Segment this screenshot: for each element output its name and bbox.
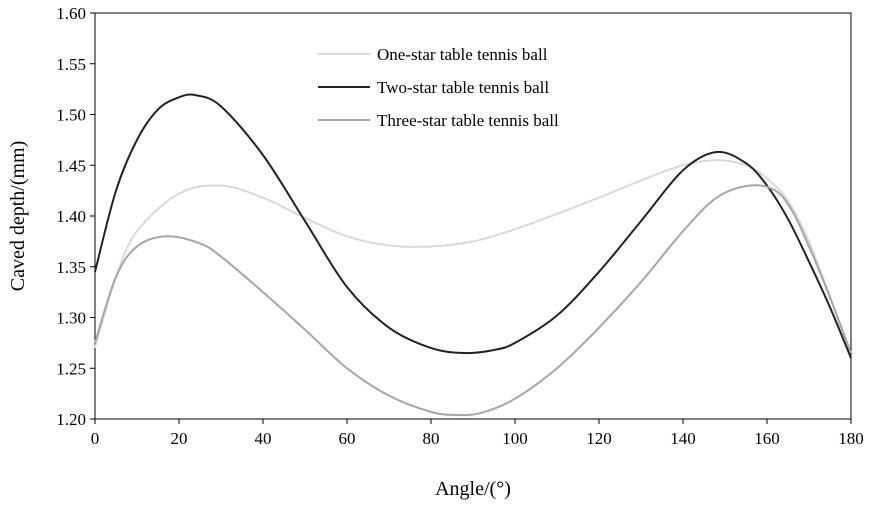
y-tick-label: 1.30 [56,309,86,328]
y-tick-label: 1.50 [56,106,86,125]
legend-label: Three-star table tennis ball [377,111,559,130]
x-tick-label: 120 [586,429,612,448]
x-tick-label: 140 [670,429,696,448]
x-tick-label: 100 [502,429,528,448]
x-tick-label: 160 [754,429,780,448]
x-tick-label: 0 [91,429,100,448]
y-tick-label: 1.35 [56,258,86,277]
x-tick-label: 80 [423,429,440,448]
y-tick-label: 1.40 [56,207,86,226]
y-tick-label: 1.60 [56,4,86,23]
y-tick-label: 1.45 [56,156,86,175]
x-axis-title: Angle/(°) [435,478,511,500]
x-tick-label: 180 [838,429,864,448]
x-tick-label: 20 [171,429,188,448]
y-axis-title: Caved depth/(mm) [7,141,29,292]
series-line-three-star [94,184,852,417]
axis-ticks: 1.20 1.25 1.30 1.35 1.40 1.45 1.50 1.55 1.60 0 20 4… [56,4,864,448]
legend: One-star table tennis ball Two-star table… [318,45,559,130]
y-tick-label: 1.20 [56,410,86,429]
series-line-one-star [94,159,852,359]
y-tick-label: 1.25 [56,359,86,378]
x-tick-label: 60 [339,429,356,448]
x-tick-label: 40 [255,429,272,448]
legend-label: One-star table tennis ball [377,45,548,64]
y-tick-label: 1.55 [56,55,86,74]
series-layer [94,93,852,417]
plot-area-frame [94,12,852,420]
legend-label: Two-star table tennis ball [377,78,549,97]
series-line-two-star [94,93,852,359]
